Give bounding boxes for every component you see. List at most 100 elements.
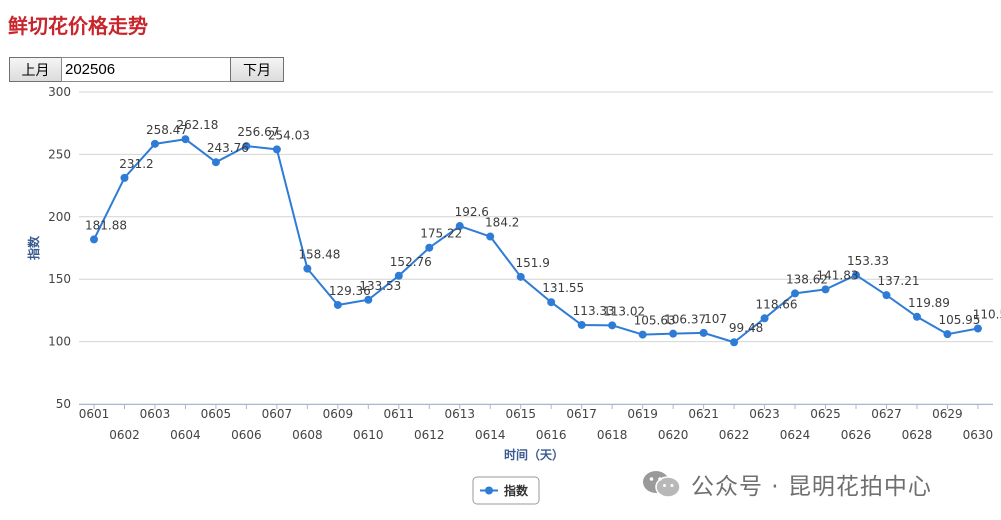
data-label: 141.83: [817, 268, 859, 282]
x-axis-title: 时间（天）: [504, 447, 564, 462]
data-label: 181.88: [85, 218, 127, 232]
data-point: [852, 271, 860, 280]
watermark-text: 公众号 · 昆明花拍中心: [691, 474, 932, 500]
x-tick-label: 0618: [597, 428, 628, 442]
x-tick-label: 0613: [444, 407, 475, 421]
data-point: [973, 324, 982, 333]
data-label: 258.47: [146, 123, 188, 137]
data-label: 184.2: [485, 216, 519, 230]
x-tick-label: 0626: [841, 428, 872, 442]
data-point: [547, 298, 556, 307]
data-label: 256.67: [237, 125, 279, 139]
data-label: 153.33: [847, 254, 889, 268]
data-label: 138.62: [786, 272, 828, 286]
x-tick-label: 0628: [902, 428, 933, 442]
y-tick-label: 300: [48, 85, 71, 99]
page-title: 鲜切花价格走势: [8, 14, 148, 38]
data-point: [577, 320, 586, 329]
data-label: 106.37: [664, 313, 706, 327]
wechat-icon: [643, 471, 681, 498]
data-point: [90, 235, 98, 244]
data-point: [120, 173, 129, 182]
x-tick-label: 0605: [201, 407, 232, 421]
data-label: 133.53: [359, 279, 401, 293]
x-tick-label: 0612: [414, 428, 445, 442]
x-tick-label: 0602: [109, 428, 140, 442]
prev-month-button[interactable]: 上月: [9, 57, 62, 82]
data-label: 192.6: [455, 205, 489, 219]
data-point: [791, 289, 800, 298]
x-tick-label: 0629: [932, 407, 963, 421]
legend-label: 指数: [504, 483, 529, 498]
y-tick-label: 200: [48, 210, 71, 224]
data-point: [242, 142, 251, 151]
data-point: [211, 158, 220, 167]
x-tick-label: 0608: [292, 428, 323, 442]
data-point: [486, 232, 495, 241]
x-tick-label: 0622: [719, 428, 750, 442]
data-label: 99.48: [729, 321, 763, 335]
x-tick-label: 0627: [871, 407, 902, 421]
data-label: 243.76: [207, 141, 249, 155]
y-tick-label: 50: [56, 397, 71, 411]
x-tick-label: 0614: [475, 428, 506, 442]
data-point: [882, 291, 891, 300]
data-point: [943, 330, 952, 339]
x-tick-label: 0625: [810, 407, 841, 421]
data-label: 129.36: [329, 284, 371, 298]
y-tick-label: 150: [48, 272, 71, 286]
data-point: [730, 338, 739, 347]
x-tick-label: 0617: [566, 407, 597, 421]
x-tick-label: 0611: [384, 407, 415, 421]
data-label: 137.21: [877, 274, 919, 288]
data-label: 158.48: [298, 248, 340, 262]
data-label: 105.63: [634, 314, 676, 328]
data-point: [760, 314, 769, 323]
data-label: 113.33: [573, 304, 615, 318]
month-input[interactable]: [61, 57, 231, 82]
x-tick-label: 0609: [323, 407, 354, 421]
x-tick-label: 0615: [505, 407, 536, 421]
data-label: 113.02: [603, 304, 645, 318]
data-point: [669, 329, 678, 338]
data-label: 175.22: [420, 227, 462, 241]
data-point: [425, 243, 434, 252]
data-label: 231.2: [119, 157, 153, 171]
x-tick-label: 0623: [749, 407, 780, 421]
x-tick-label: 0621: [688, 407, 719, 421]
data-label: 151.9: [516, 256, 550, 270]
data-label: 131.55: [542, 281, 584, 295]
data-point: [455, 222, 464, 231]
y-axis-title: 指数: [26, 235, 41, 260]
data-point: [272, 145, 281, 154]
data-point: [516, 272, 525, 281]
x-tick-label: 0604: [170, 428, 201, 442]
x-tick-label: 0620: [658, 428, 689, 442]
data-point: [821, 285, 830, 294]
next-month-button[interactable]: 下月: [230, 57, 284, 82]
x-tick-label: 0616: [536, 428, 567, 442]
x-tick-label: 0624: [780, 428, 811, 442]
data-label: 262.18: [176, 118, 218, 132]
month-controls: 上月 下月: [9, 57, 284, 82]
data-label: 110.5: [973, 307, 1001, 321]
data-point: [608, 321, 617, 330]
data-label: 152.76: [390, 255, 432, 269]
data-point: [394, 271, 403, 280]
data-point: [638, 330, 647, 339]
x-tick-label: 0603: [140, 407, 171, 421]
data-point: [333, 300, 342, 309]
data-label: 105.95: [938, 313, 980, 327]
data-point: [150, 139, 159, 148]
data-point: [303, 264, 312, 273]
y-tick-label: 100: [48, 335, 71, 349]
series-line: [93, 138, 979, 344]
x-tick-label: 0607: [262, 407, 293, 421]
x-tick-label: 0601: [79, 407, 110, 421]
data-label: 118.66: [756, 297, 798, 311]
watermark: 公众号 · 昆明花拍中心: [641, 467, 932, 501]
data-label: 119.89: [908, 296, 950, 310]
data-label: 254.03: [268, 128, 310, 142]
data-point: [181, 135, 190, 144]
data-label: 107: [704, 312, 727, 326]
